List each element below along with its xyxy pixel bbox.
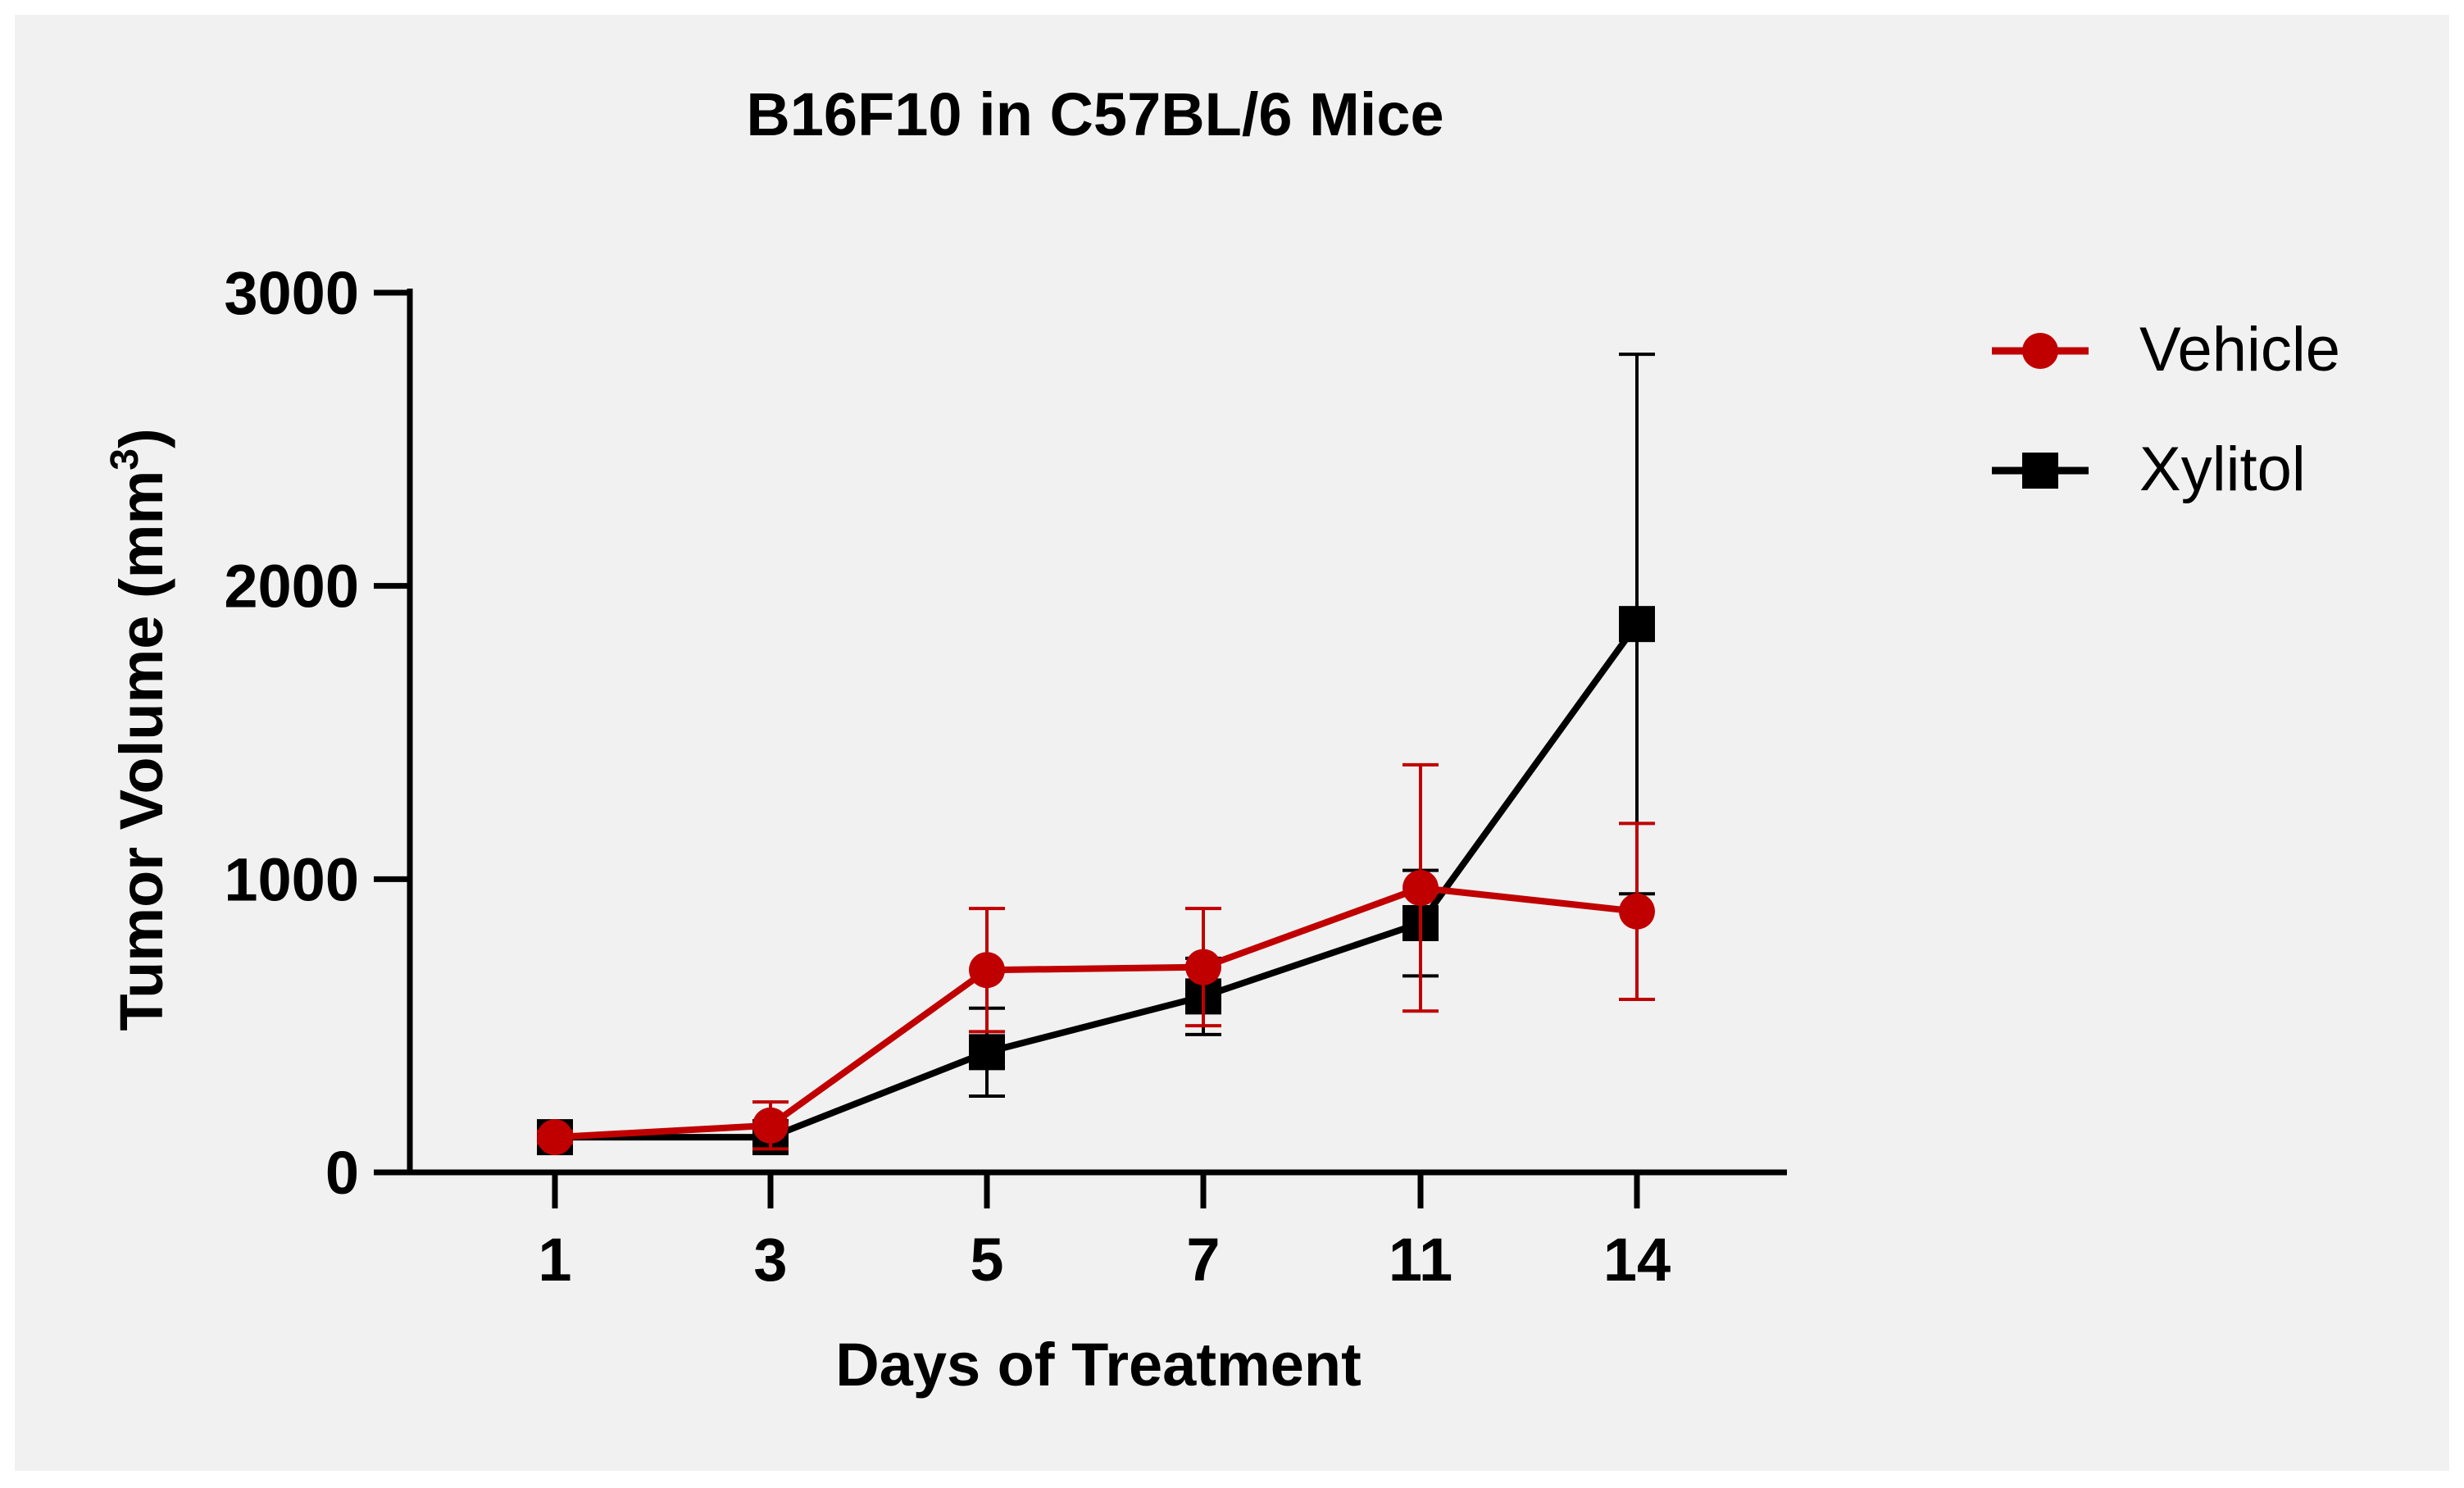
vehicle-point — [1619, 893, 1655, 930]
x-axis-ticks: 1 3 5 7 11 14 — [538, 1172, 1671, 1294]
y-axis-label-superscript: 3 — [103, 448, 147, 471]
vehicle-point — [1402, 870, 1439, 907]
y-tick-label: 2000 — [224, 553, 359, 621]
legend-marker-vehicle — [2022, 333, 2058, 369]
vehicle-point — [537, 1119, 573, 1156]
vehicle-point — [1185, 949, 1221, 985]
y-tick-label: 1000 — [224, 845, 359, 913]
x-tick-label: 11 — [1389, 1226, 1452, 1294]
series-vehicle — [537, 762, 1655, 1156]
chart-title: B16F10 in C57BL/6 Mice — [746, 80, 1443, 148]
y-tick-label: 3000 — [224, 259, 359, 327]
legend-label-vehicle: Vehicle — [2139, 315, 2340, 385]
chart-panel — [15, 15, 2449, 1471]
legend: Vehicle Xylitol — [1992, 315, 2340, 504]
y-axis-label-close: ) — [107, 428, 175, 448]
y-axis-label: Tumor Volume (mm3) — [103, 428, 175, 1031]
x-tick-label: 7 — [1186, 1226, 1220, 1294]
x-tick-label: 3 — [753, 1226, 787, 1294]
series-xylitol — [537, 353, 1655, 1156]
xylitol-line — [555, 621, 1640, 1141]
legend-marker-xylitol — [2022, 453, 2058, 489]
legend-label-xylitol: Xylitol — [2139, 435, 2306, 504]
y-axis-ticks: 0 1000 2000 3000 — [224, 259, 410, 1207]
vehicle-line — [554, 885, 1638, 1141]
xylitol-point — [1619, 606, 1655, 643]
x-tick-label: 1 — [538, 1226, 571, 1294]
x-tick-label: 14 — [1603, 1226, 1671, 1294]
vehicle-point — [752, 1107, 789, 1144]
x-axis-label: Days of Treatment — [835, 1331, 1362, 1399]
plot-area — [537, 353, 1655, 1156]
y-tick-label: 0 — [325, 1139, 359, 1207]
y-axis-label-main: Tumor Volume (mm — [107, 471, 175, 1031]
x-tick-label: 5 — [970, 1226, 1003, 1294]
xylitol-point — [969, 1034, 1005, 1071]
vehicle-point — [969, 952, 1005, 989]
